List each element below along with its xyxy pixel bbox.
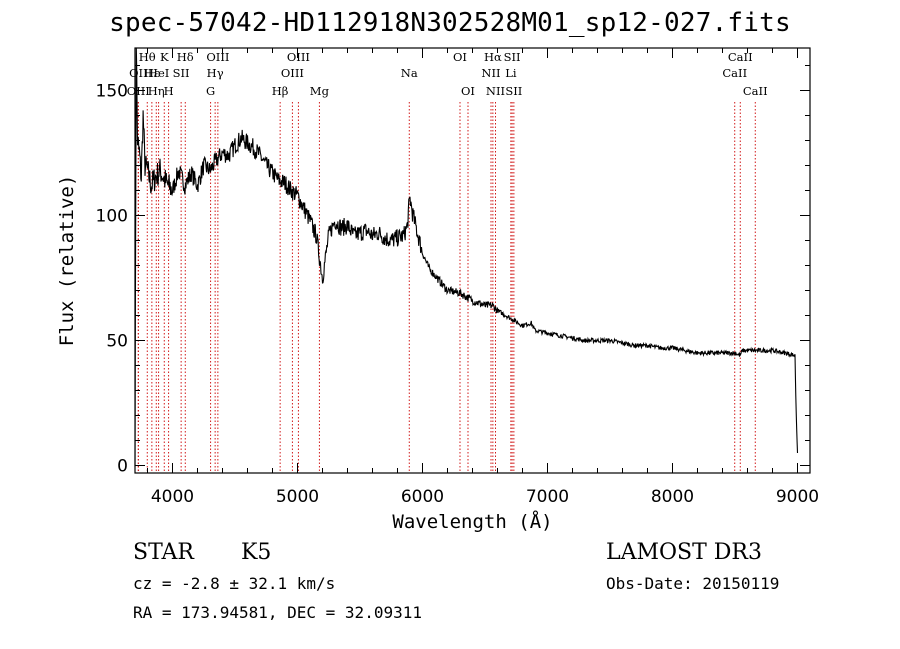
line-label-sii: SII [504,50,521,64]
line-label-k: K [160,50,169,64]
line-label-sii: SII [173,66,190,80]
line-label-hθ: Hθ [139,50,156,64]
y-tick-label: 0 [117,457,128,477]
line-label-li: Li [505,66,517,80]
coordinates: RA = 173.94581, DEC = 32.09311 [133,603,422,622]
redshift-value: cz = -2.8 ± 32.1 km/s [133,574,336,593]
y-tick-label: 50 [106,332,128,352]
object-subclass: K5 [241,540,272,565]
line-label-g: G [206,84,215,98]
line-label-oiii: OIII [281,66,304,80]
line-label-oiii: OIII [206,50,229,64]
spectrum-line [134,48,799,467]
line-label-hγ: Hγ [207,66,224,80]
line-label-nii: NII [481,66,500,80]
line-label-hε: Hε [144,66,160,80]
line-label-sii: SII [505,84,522,98]
line-label-h: H [164,84,174,98]
x-tick-label: 4000 [151,487,194,507]
line-label-caii: CaII [728,50,753,64]
x-tick-label: 8000 [651,487,694,507]
line-label-hα: Hα [484,50,502,64]
line-label-mg: Mg [310,84,330,98]
line-markers [137,102,756,473]
line-label-oii: OII [129,66,148,80]
x-axis-ticks: 4000 5000 6000 7000 8000 9000 [147,48,819,507]
plot-frame [134,47,811,474]
chart-title: spec-57042-HD112918N302528M01_sp12-027.f… [109,8,791,38]
line-label-caii: CaII [743,84,768,98]
line-label-oi: OI [453,50,467,64]
x-axis-label: Wavelength (Å) [392,510,552,533]
y-axis-ticks: 0 50 100 150 [96,65,810,477]
line-label-hei: HeI [148,66,169,80]
y-tick-label: 100 [96,207,128,227]
line-label-oiii: OIII [287,50,310,64]
x-tick-label: 9000 [776,487,819,507]
observation-date: Obs-Date: 20150119 [606,574,780,593]
line-label-hδ: Hδ [177,50,194,64]
line-label-hη: Hη [148,84,165,98]
line-label-oi: OI [461,84,475,98]
x-tick-label: 5000 [276,487,319,507]
x-tick-label: 6000 [401,487,444,507]
line-label-na: Na [401,66,418,80]
x-tick-label: 7000 [526,487,569,507]
line-label-caii: CaII [722,66,747,80]
y-axis-label: Flux (relative) [56,175,78,347]
line-label-nii: NII [486,84,505,98]
y-tick-label: 150 [96,82,128,102]
object-class: STAR [133,540,194,565]
survey-name: LAMOST DR3 [606,540,762,565]
line-label-hβ: Hβ [272,84,289,98]
